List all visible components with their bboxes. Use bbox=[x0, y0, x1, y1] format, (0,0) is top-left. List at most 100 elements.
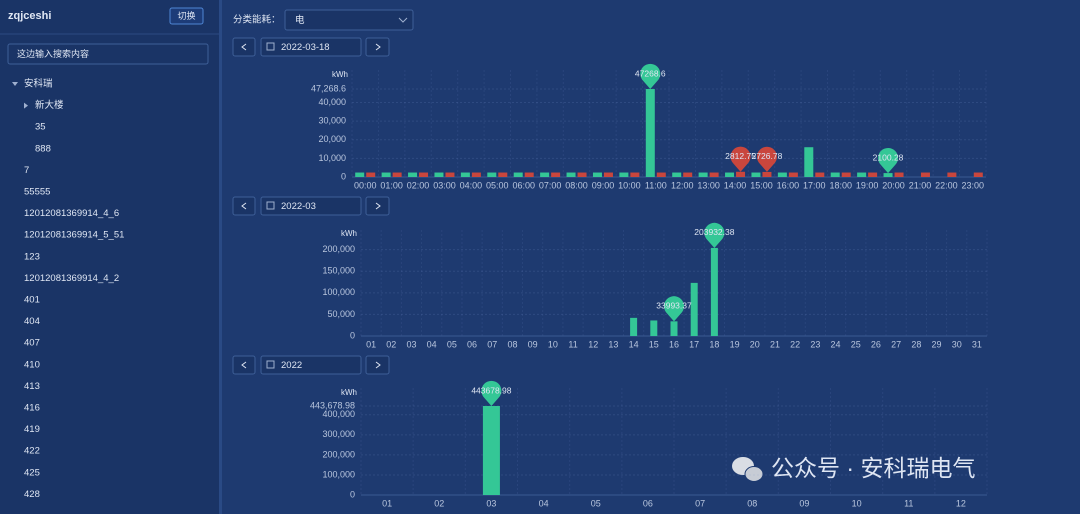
tree-item[interactable]: 35 bbox=[35, 122, 46, 133]
bar bbox=[690, 282, 698, 336]
calendar-icon bbox=[266, 360, 275, 369]
tree-caret[interactable] bbox=[24, 102, 28, 109]
bar bbox=[751, 172, 761, 177]
date-value[interactable]: 2022-03 bbox=[281, 201, 316, 212]
x-tick-label: 12 bbox=[588, 339, 598, 349]
x-tick-label: 07 bbox=[695, 498, 705, 508]
x-tick-label: 27 bbox=[891, 339, 901, 349]
x-tick-label: 12 bbox=[956, 498, 966, 508]
tree-item[interactable]: 404 bbox=[24, 316, 40, 327]
search-input[interactable] bbox=[7, 43, 209, 65]
tree-caret[interactable] bbox=[12, 82, 18, 86]
x-tick-label: 09 bbox=[528, 339, 538, 349]
select-chevron bbox=[398, 17, 408, 23]
x-tick-label: 19:00 bbox=[856, 180, 879, 190]
mark-pin bbox=[481, 380, 502, 406]
category-select[interactable] bbox=[284, 9, 414, 31]
prev-button[interactable] bbox=[232, 355, 256, 375]
tree-item[interactable]: 416 bbox=[24, 403, 40, 414]
x-tick-label: 17:00 bbox=[803, 180, 826, 190]
bar bbox=[645, 89, 655, 177]
x-tick-label: 30 bbox=[952, 339, 962, 349]
x-tick-label: 06 bbox=[643, 498, 653, 508]
mark-pin bbox=[730, 146, 751, 172]
x-tick-label: 18 bbox=[709, 339, 719, 349]
bar bbox=[830, 172, 840, 177]
x-tick-label: 16:00 bbox=[777, 180, 800, 190]
tree-item[interactable]: 安科瑞 bbox=[24, 78, 53, 90]
date-input[interactable] bbox=[260, 355, 362, 375]
tree-item[interactable]: 12012081369914_5_51 bbox=[24, 230, 124, 241]
tree-item[interactable]: 428 bbox=[24, 489, 40, 500]
x-tick-label: 20:00 bbox=[882, 180, 905, 190]
bar bbox=[524, 172, 534, 177]
x-tick-label: 10 bbox=[548, 339, 558, 349]
y-axis-label: kWh bbox=[341, 229, 357, 238]
bar bbox=[725, 172, 735, 177]
bar bbox=[815, 172, 825, 177]
bar bbox=[419, 172, 429, 177]
next-button[interactable] bbox=[365, 355, 390, 375]
sidebar-title: zqjceshi bbox=[8, 10, 51, 22]
tree-item[interactable]: 410 bbox=[24, 359, 40, 370]
x-tick-label: 10:00 bbox=[618, 180, 641, 190]
tree-item[interactable]: 新大楼 bbox=[35, 99, 64, 111]
x-tick-label: 05:00 bbox=[486, 180, 509, 190]
prev-icon bbox=[241, 43, 247, 51]
bar bbox=[736, 171, 746, 177]
mark-pin bbox=[704, 222, 725, 248]
bar bbox=[709, 172, 719, 177]
y-tick-label: 100,000 bbox=[322, 287, 355, 297]
x-tick-label: 16 bbox=[669, 339, 679, 349]
tree-item[interactable]: 12012081369914_4_2 bbox=[24, 273, 119, 284]
next-button[interactable] bbox=[365, 37, 390, 57]
tree-item[interactable]: 7 bbox=[24, 165, 29, 176]
tree-item[interactable]: 419 bbox=[24, 424, 40, 435]
date-input[interactable] bbox=[260, 37, 362, 57]
tree-item[interactable]: 413 bbox=[24, 381, 40, 392]
tree-item[interactable]: 425 bbox=[24, 467, 40, 478]
watermark: 公众号 · 安科瑞电气 bbox=[732, 455, 975, 482]
bar bbox=[603, 172, 613, 177]
switch-button-label[interactable]: 切换 bbox=[177, 10, 195, 21]
switch-button[interactable] bbox=[169, 7, 204, 25]
tree-item[interactable]: 888 bbox=[35, 143, 51, 154]
date-value[interactable]: 2022-03-18 bbox=[281, 42, 330, 53]
x-tick-label: 01 bbox=[382, 498, 392, 508]
bar bbox=[841, 172, 851, 177]
search-placeholder[interactable]: 这边输入搜索内容 bbox=[17, 48, 89, 59]
sidebar-bg bbox=[0, 0, 219, 514]
prev-button[interactable] bbox=[232, 37, 256, 57]
category-value[interactable]: 电 bbox=[295, 14, 305, 26]
prev-button[interactable] bbox=[232, 196, 256, 216]
y-tick-label: 200,000 bbox=[322, 449, 355, 459]
y-tick-label: 400,000 bbox=[322, 409, 355, 419]
tree-item[interactable]: 12012081369914_4_6 bbox=[24, 208, 119, 219]
tree-item[interactable]: 422 bbox=[24, 446, 40, 457]
x-tick-label: 00:00 bbox=[354, 180, 377, 190]
x-tick-label: 01:00 bbox=[380, 180, 403, 190]
bar bbox=[973, 172, 983, 177]
y-tick-label: 443,678.98 bbox=[310, 400, 355, 410]
tree-item[interactable]: 407 bbox=[24, 338, 40, 349]
bar bbox=[894, 172, 904, 177]
bar bbox=[487, 172, 497, 177]
tree-item[interactable]: 55555 bbox=[24, 187, 50, 198]
prev-icon bbox=[241, 202, 247, 210]
x-tick-label: 03:00 bbox=[433, 180, 456, 190]
x-tick-label: 14 bbox=[629, 339, 639, 349]
tree-item[interactable]: 401 bbox=[24, 295, 40, 306]
tree-item[interactable]: 123 bbox=[24, 251, 40, 262]
bar bbox=[619, 172, 629, 177]
bar bbox=[566, 172, 576, 177]
bar bbox=[883, 173, 893, 177]
next-button[interactable] bbox=[365, 196, 390, 216]
x-tick-label: 02 bbox=[434, 498, 444, 508]
y-tick-label: 150,000 bbox=[322, 266, 355, 276]
x-tick-label: 24 bbox=[831, 339, 841, 349]
bar bbox=[355, 172, 365, 177]
date-value[interactable]: 2022 bbox=[281, 360, 302, 371]
x-tick-label: 15:00 bbox=[750, 180, 773, 190]
date-input[interactable] bbox=[260, 196, 362, 216]
bar bbox=[471, 172, 481, 177]
